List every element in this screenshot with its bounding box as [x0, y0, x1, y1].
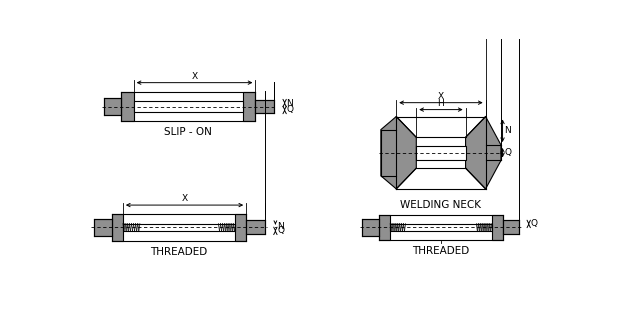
- Polygon shape: [416, 146, 466, 160]
- Polygon shape: [362, 219, 379, 236]
- Text: Q: Q: [504, 148, 511, 157]
- Polygon shape: [502, 221, 520, 234]
- Text: THREADED: THREADED: [412, 246, 470, 256]
- Text: THREADED: THREADED: [150, 247, 208, 257]
- Polygon shape: [379, 215, 390, 240]
- Polygon shape: [381, 117, 416, 189]
- Polygon shape: [235, 214, 246, 241]
- Polygon shape: [246, 221, 265, 234]
- Text: N: N: [286, 99, 293, 108]
- Polygon shape: [121, 92, 134, 121]
- Polygon shape: [492, 215, 502, 240]
- Text: N: N: [504, 126, 511, 135]
- Text: H: H: [437, 99, 444, 108]
- Text: Q: Q: [286, 106, 293, 114]
- Text: N: N: [277, 222, 284, 231]
- Polygon shape: [466, 117, 501, 189]
- Text: WELDING NECK: WELDING NECK: [401, 201, 482, 211]
- Text: SLIP - ON: SLIP - ON: [164, 127, 212, 137]
- Polygon shape: [243, 92, 255, 121]
- Text: Q: Q: [531, 219, 538, 228]
- Text: X: X: [191, 72, 198, 81]
- Polygon shape: [94, 219, 112, 236]
- Polygon shape: [104, 98, 121, 115]
- Polygon shape: [390, 224, 492, 231]
- Polygon shape: [123, 224, 235, 231]
- Polygon shape: [134, 101, 243, 112]
- Text: Q: Q: [277, 226, 284, 235]
- Polygon shape: [112, 214, 123, 241]
- Polygon shape: [255, 99, 274, 113]
- Text: X: X: [181, 194, 188, 203]
- Text: X: X: [438, 92, 444, 101]
